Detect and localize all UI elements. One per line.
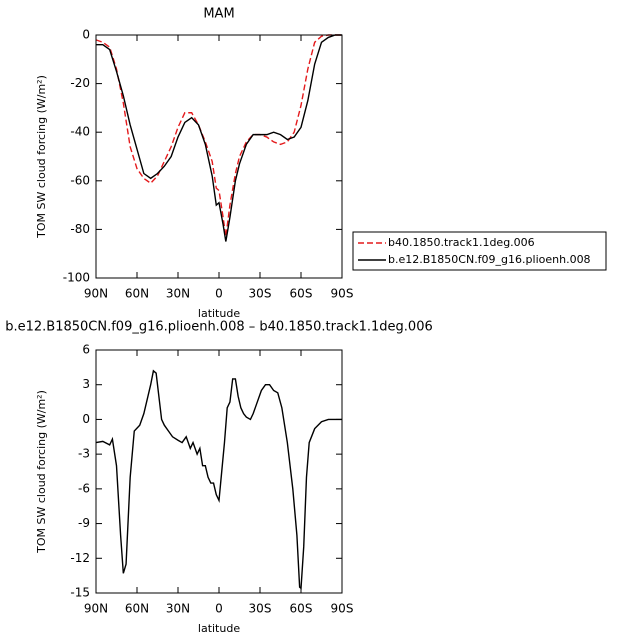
legend-box bbox=[352, 231, 607, 271]
y-tick-label: -3 bbox=[78, 447, 90, 461]
y-tick-label: -60 bbox=[70, 173, 90, 187]
x-tick-label: 30S bbox=[249, 602, 272, 616]
data-line bbox=[95, 369, 342, 590]
legend-label: b.e12.B1850CN.f09_g16.plioenh.008 bbox=[388, 253, 591, 266]
y-tick-label: -6 bbox=[78, 481, 90, 495]
x-tick-label: 0 bbox=[215, 287, 223, 301]
plot-frame bbox=[95, 349, 343, 594]
x-tick-label: 90S bbox=[331, 602, 354, 616]
data-line bbox=[96, 34, 342, 242]
y-tick-label: -40 bbox=[70, 125, 90, 139]
y-tick-label: 6 bbox=[82, 343, 90, 357]
y-axis-label: TOM SW cloud forcing (W/m²) bbox=[35, 390, 48, 554]
x-tick-label: 90N bbox=[84, 287, 108, 301]
y-tick-label: -20 bbox=[70, 76, 90, 90]
x-tick-label: 90N bbox=[84, 602, 108, 616]
x-tick-label: 0 bbox=[215, 602, 223, 616]
x-tick-label: 60S bbox=[290, 602, 313, 616]
y-tick-label: -12 bbox=[70, 551, 90, 565]
x-axis-label: latitude bbox=[198, 622, 240, 635]
y-tick-label: 0 bbox=[82, 28, 90, 42]
x-axis-label: latitude bbox=[198, 307, 240, 320]
x-tick-label: 30N bbox=[166, 287, 190, 301]
legend-label: b40.1850.track1.1deg.006 bbox=[388, 236, 535, 249]
y-tick-label: -100 bbox=[63, 271, 90, 285]
y-tick-label: -9 bbox=[78, 516, 90, 530]
y-tick-label: -80 bbox=[70, 222, 90, 236]
y-tick-label: -15 bbox=[70, 586, 90, 600]
x-tick-label: 60S bbox=[290, 287, 313, 301]
data-line bbox=[95, 34, 342, 237]
y-tick-label: 3 bbox=[82, 377, 90, 391]
x-tick-label: 30N bbox=[166, 602, 190, 616]
x-tick-label: 90S bbox=[331, 287, 354, 301]
plot-frame bbox=[95, 34, 343, 279]
chart-title: b.e12.B1850CN.f09_g16.plioenh.008 – b40.… bbox=[5, 320, 433, 335]
y-tick-label: 0 bbox=[82, 412, 90, 426]
x-tick-label: 30S bbox=[249, 287, 272, 301]
x-tick-label: 60N bbox=[125, 602, 149, 616]
x-tick-label: 60N bbox=[125, 287, 149, 301]
y-axis-label: TOM SW cloud forcing (W/m²) bbox=[35, 75, 48, 239]
chart-title: MAM bbox=[203, 7, 234, 22]
